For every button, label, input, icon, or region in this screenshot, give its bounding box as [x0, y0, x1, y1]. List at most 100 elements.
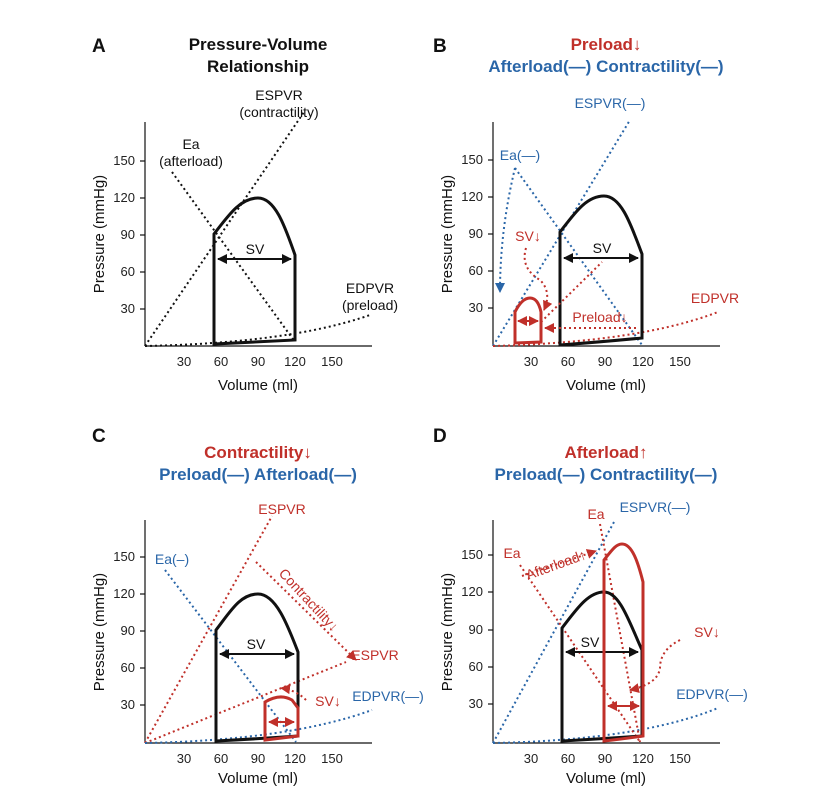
- panel-c-xtick-label-90: 90: [251, 751, 265, 766]
- panel-c-espvr-low-label: ESPVR: [351, 647, 398, 663]
- panel-d-x-label: Volume (ml): [566, 770, 646, 787]
- panel-b-ea-line: [514, 167, 643, 346]
- panel-b-ytick-label-30: 30: [469, 300, 483, 315]
- panel-d-y-label: Pressure (mmHg): [439, 573, 456, 691]
- panel-a-y-label: Pressure (mmHg): [91, 175, 108, 293]
- panel-b-sv-label: SV: [593, 240, 612, 256]
- panel-c-ea-label: Ea(–): [155, 551, 189, 567]
- panel-d-xtick-label-120: 120: [632, 751, 654, 766]
- panel-a-x-label: Volume (ml): [218, 377, 298, 394]
- panel-d-sv-label: SV: [581, 634, 600, 650]
- panel-a-ytick-label-60: 60: [121, 264, 135, 279]
- panel-b-letter: B: [433, 36, 447, 57]
- panel-c-title-line2: Preload(—) Afterload(—): [159, 465, 357, 484]
- panel-d-xtick-label-60: 60: [561, 751, 575, 766]
- panel-b-edpvr-label: EDPVR: [691, 290, 739, 306]
- panel-c-xtick-label-60: 60: [214, 751, 228, 766]
- panel-c-ytick-label-60: 60: [121, 660, 135, 675]
- panel-b-sv-down-arrow: [523, 247, 553, 311]
- panel-d-title-line1: Afterload↑: [564, 443, 647, 462]
- panel-a-ytick-label-30: 30: [121, 301, 135, 316]
- panel-b-preload-label: Preload↓: [572, 309, 627, 325]
- panel-c-sv-down-label: SV↓: [315, 693, 341, 709]
- panel-a-edpvr-label: EDPVR: [346, 280, 394, 296]
- panel-d-title-line2: Preload(—) Contractility(—): [495, 465, 718, 484]
- panel-a-xtick-label-120: 120: [284, 354, 306, 369]
- panel-d-espvr-line: [492, 521, 615, 744]
- panel-c-y-label: Pressure (mmHg): [91, 573, 108, 691]
- panel-b-ytick-label-120: 120: [461, 189, 483, 204]
- panel-a-ea-line: [171, 171, 296, 343]
- panel-a: A Pressure-Volume Relationship 150 120 9…: [91, 35, 398, 394]
- panel-d-ytick-label-120: 120: [461, 584, 483, 599]
- panel-a-xtick-label-90: 90: [251, 354, 265, 369]
- panel-d-ytick-label-30: 30: [469, 696, 483, 711]
- panel-a-axes: [140, 122, 372, 347]
- panel-a-sv-label: SV: [246, 241, 265, 257]
- panel-b-edpvr-curve: [492, 311, 719, 347]
- panel-a-ea-sublabel: (afterload): [159, 153, 223, 169]
- panel-c-sv-down-arrow: [280, 684, 307, 701]
- panel-b-axes: [488, 122, 720, 347]
- panel-d-espvr-label: ESPVR(—): [620, 499, 691, 515]
- panel-b-xtick-label-30: 30: [524, 354, 538, 369]
- panel-b-ea-shift-arrow: [495, 167, 516, 293]
- panel-d: D Afterload↑ Preload(—) Contractility(—)…: [433, 426, 748, 787]
- panel-d-ytick-label-60: 60: [469, 659, 483, 674]
- panel-b-xtick-label-90: 90: [598, 354, 612, 369]
- panel-a-xtick-label-60: 60: [214, 354, 228, 369]
- panel-b: B Preload↓ Afterload(—) Contractility(—)…: [433, 35, 739, 394]
- panel-d-sv-down-arrow: [629, 639, 681, 694]
- panel-d-ytick-label-90: 90: [469, 622, 483, 637]
- panel-c-ytick-label-150: 150: [113, 549, 135, 564]
- panel-c-edpvr-curve: [144, 709, 373, 744]
- panel-a-espvr-line: [144, 111, 305, 347]
- panel-a-edpvr-curve: [144, 314, 371, 347]
- panel-d-increased-ea-line: [599, 523, 641, 743]
- panel-a-ea-label: Ea: [182, 136, 199, 152]
- panel-c-reduced-pv-loop: [263, 695, 300, 742]
- panel-c-espvr-line: [144, 515, 273, 744]
- panel-a-xtick-label-30: 30: [177, 354, 191, 369]
- panel-b-ytick-label-150: 150: [461, 152, 483, 167]
- panel-c-xtick-label-120: 120: [284, 751, 306, 766]
- panel-c-reduced-espvr-line: [144, 661, 347, 744]
- panel-c-xtick-label-150: 150: [321, 751, 343, 766]
- panel-c-espvr-label: ESPVR: [258, 501, 305, 517]
- panel-c-axes: [140, 520, 372, 744]
- panel-d-edpvr-curve: [492, 707, 719, 744]
- panel-d-edpvr-label: EDPVR(—): [676, 686, 748, 702]
- panel-a-title-line2: Relationship: [207, 57, 309, 76]
- panel-c-ytick-label-90: 90: [121, 623, 135, 638]
- panel-b-pv-loop: [558, 194, 644, 347]
- panel-b-xtick-label-120: 120: [632, 354, 654, 369]
- panel-c-letter: C: [92, 426, 106, 447]
- panel-b-red-espvr-segment: [540, 261, 603, 323]
- panel-c-edpvr-label: EDPVR(—): [352, 688, 424, 704]
- panel-c-pv-loop: [214, 592, 300, 743]
- panel-a-ytick-label-90: 90: [121, 227, 135, 242]
- panel-a-edpvr-sublabel: (preload): [342, 297, 398, 313]
- panel-a-espvr-sublabel: (contractility): [239, 104, 318, 120]
- panel-b-ea-label: Ea(—): [500, 147, 540, 163]
- panel-a-ytick-label-120: 120: [113, 190, 135, 205]
- panel-a-letter: A: [92, 36, 106, 57]
- panel-d-letter: D: [433, 426, 447, 447]
- panel-b-y-label: Pressure (mmHg): [439, 175, 456, 293]
- panel-b-xtick-label-60: 60: [561, 354, 575, 369]
- panel-b-espvr-line: [492, 119, 631, 347]
- panel-a-pv-loop: [212, 196, 297, 346]
- panel-d-ea-left-label: Ea: [503, 545, 520, 561]
- panel-c-ytick-label-30: 30: [121, 697, 135, 712]
- panel-a-ytick-label-150: 150: [113, 153, 135, 168]
- panel-b-ytick-label-60: 60: [469, 263, 483, 278]
- panel-b-espvr-label: ESPVR(—): [575, 95, 646, 111]
- panel-b-sv-down-label: SV↓: [515, 228, 541, 244]
- panel-c-ytick-label-120: 120: [113, 586, 135, 601]
- panel-c-title-line1: Contractility↓: [204, 443, 312, 462]
- panel-d-ea-line: [519, 564, 641, 743]
- panel-d-pv-loop: [560, 590, 644, 743]
- panel-b-ytick-label-90: 90: [469, 226, 483, 241]
- panel-b-title-line2: Afterload(—) Contractility(—): [488, 57, 723, 76]
